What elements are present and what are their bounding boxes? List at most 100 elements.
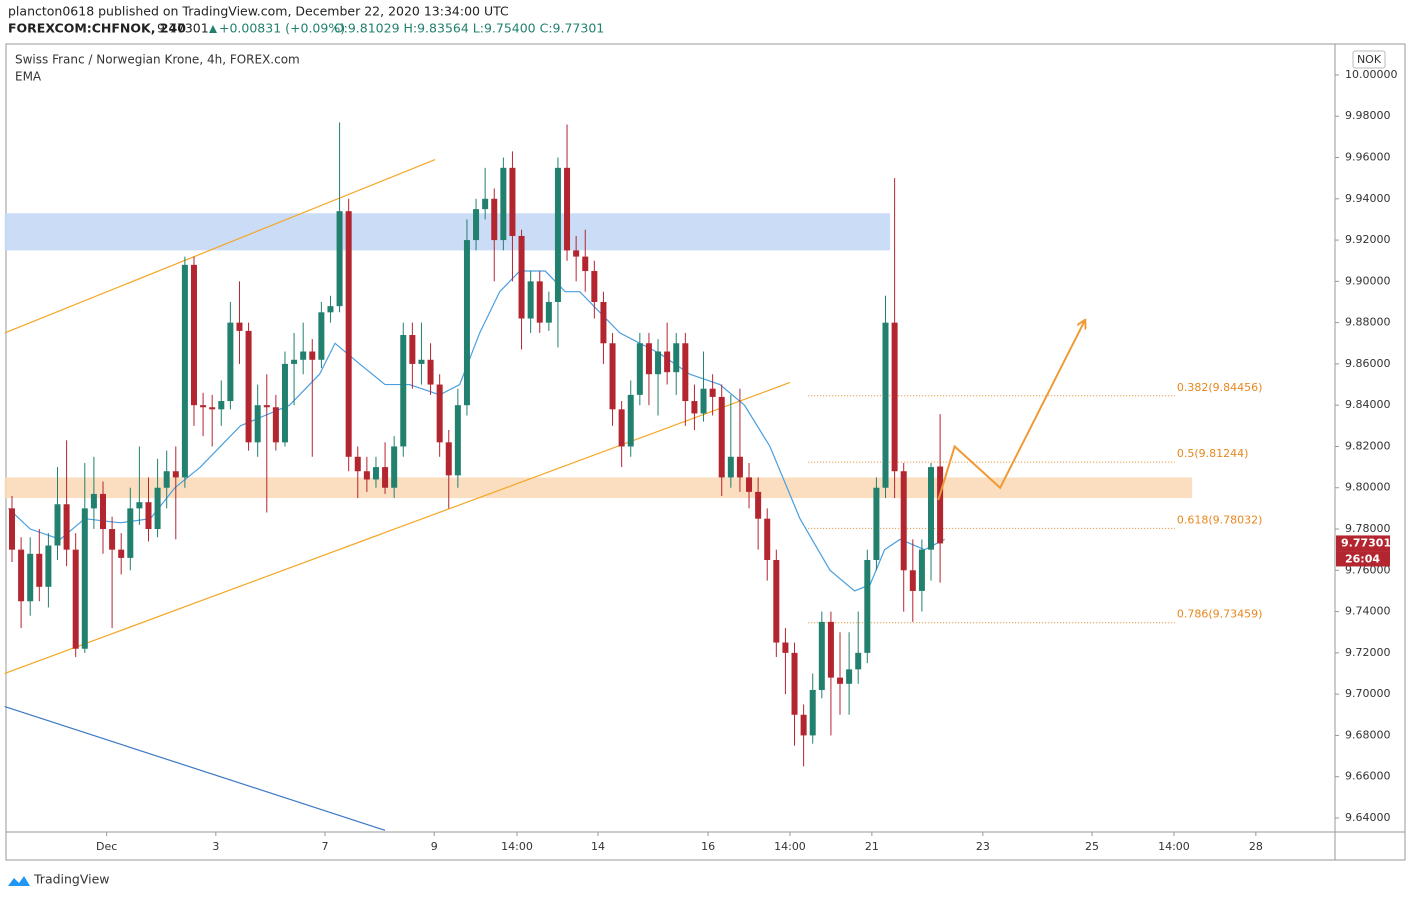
x-tick-label: 23 (976, 840, 990, 853)
candle-body (882, 322, 889, 488)
x-tick-label: 28 (1249, 840, 1263, 853)
candle-body (200, 405, 207, 408)
candle-body (218, 401, 225, 410)
candle-body (81, 508, 88, 649)
candle-body (145, 502, 152, 530)
candle-body (90, 493, 97, 509)
candle-body (18, 549, 25, 602)
candle-body (618, 409, 625, 447)
candle-body (918, 549, 925, 591)
x-tick-label: 7 (322, 840, 329, 853)
candle-body (27, 553, 34, 602)
candle-body (827, 621, 834, 678)
change: +0.00831 (+0.09%) (219, 21, 345, 36)
candle-body (127, 508, 134, 558)
x-tick-label: 25 (1085, 840, 1099, 853)
candle-body (263, 405, 270, 408)
candle-body (382, 467, 389, 488)
chart-frame (5, 43, 1406, 861)
x-tick-label: 21 (865, 840, 879, 853)
candle-body (864, 559, 871, 653)
y-tick-label: 9.82000 (1345, 439, 1391, 452)
candle-body (163, 471, 170, 488)
y-tick-label: 9.74000 (1345, 605, 1391, 618)
candle-body (891, 322, 898, 472)
candle-body (409, 335, 416, 364)
indicator-label: EMA (15, 70, 42, 84)
y-tick-label: 9.80000 (1345, 481, 1391, 494)
plot: 0.382(9.84456) 0.5(9.81244) 0.618(9.78032)… (4, 122, 1263, 831)
fib-label: 0.618(9.78032) (1177, 513, 1263, 526)
candle-body (709, 388, 716, 397)
x-tick-label: 14:00 (1158, 840, 1190, 853)
y-tick-label: 9.84000 (1345, 398, 1391, 411)
candle-body (837, 677, 844, 684)
fib-label: 0.382(9.84456) (1177, 381, 1263, 394)
candle-body (391, 446, 398, 488)
author-line: plancton0618 published on TradingView.co… (8, 4, 509, 19)
candle-body (818, 621, 825, 691)
candle-body (573, 250, 580, 257)
candle-body (636, 343, 643, 395)
candle-body (118, 549, 125, 558)
candle-body (627, 394, 634, 447)
candle-body (227, 322, 234, 402)
y-tick-label: 9.96000 (1345, 151, 1391, 164)
candle-body (536, 281, 543, 323)
candle-body (190, 264, 197, 406)
candle-body (500, 167, 507, 241)
last-price-badge (1336, 535, 1390, 552)
candle-body (782, 642, 789, 653)
candle-body (400, 335, 407, 447)
x-tick-label: 14 (591, 840, 605, 853)
y-tick-label: 9.76000 (1345, 563, 1391, 576)
up-arrow (209, 25, 217, 33)
candle-body (746, 477, 753, 492)
candle-body (54, 504, 61, 546)
trend-line (4, 159, 436, 334)
candle-body (427, 359, 434, 385)
candle-body (245, 330, 252, 443)
candle-body (154, 487, 161, 530)
countdown: 26:04 (1345, 552, 1380, 565)
projection-path (937, 321, 1084, 501)
zone (4, 477, 1193, 499)
candle-body (463, 240, 470, 406)
candle-body (655, 351, 662, 375)
candle-body (909, 570, 916, 591)
candle-body (727, 456, 734, 478)
candle-body (673, 343, 680, 373)
chart-title: Swiss Franc / Norwegian Krone, 4h, FOREX… (15, 53, 300, 67)
candle-body (436, 384, 443, 443)
candle-body (327, 306, 334, 313)
candle-body (791, 652, 798, 715)
zone (4, 213, 891, 251)
candle-body (354, 456, 361, 472)
x-tick-label: 9 (431, 840, 438, 853)
candle-body (45, 545, 52, 587)
trend-line (4, 705, 386, 831)
candle-body (336, 211, 343, 307)
candle-body (363, 471, 370, 480)
candle-body (764, 518, 771, 560)
ema-line (7, 270, 945, 592)
candle-body (491, 198, 498, 241)
candle-body (300, 351, 307, 360)
candle-body (773, 559, 780, 643)
y-tick-label: 9.64000 (1345, 811, 1391, 824)
candle-body (345, 211, 352, 457)
candle-body (700, 388, 707, 414)
candle-body (691, 401, 698, 414)
candle-body (272, 407, 279, 443)
candle-body (63, 504, 70, 550)
fib-label: 0.5(9.81244) (1177, 447, 1249, 460)
candle-body (645, 343, 652, 375)
candle-body (582, 256, 589, 272)
candle-body (454, 405, 461, 476)
candle-body (873, 487, 880, 560)
logo (8, 876, 30, 886)
last-price-label: 9.77301 (1341, 536, 1391, 549)
candle-body (9, 508, 16, 550)
candle-body (281, 363, 288, 443)
